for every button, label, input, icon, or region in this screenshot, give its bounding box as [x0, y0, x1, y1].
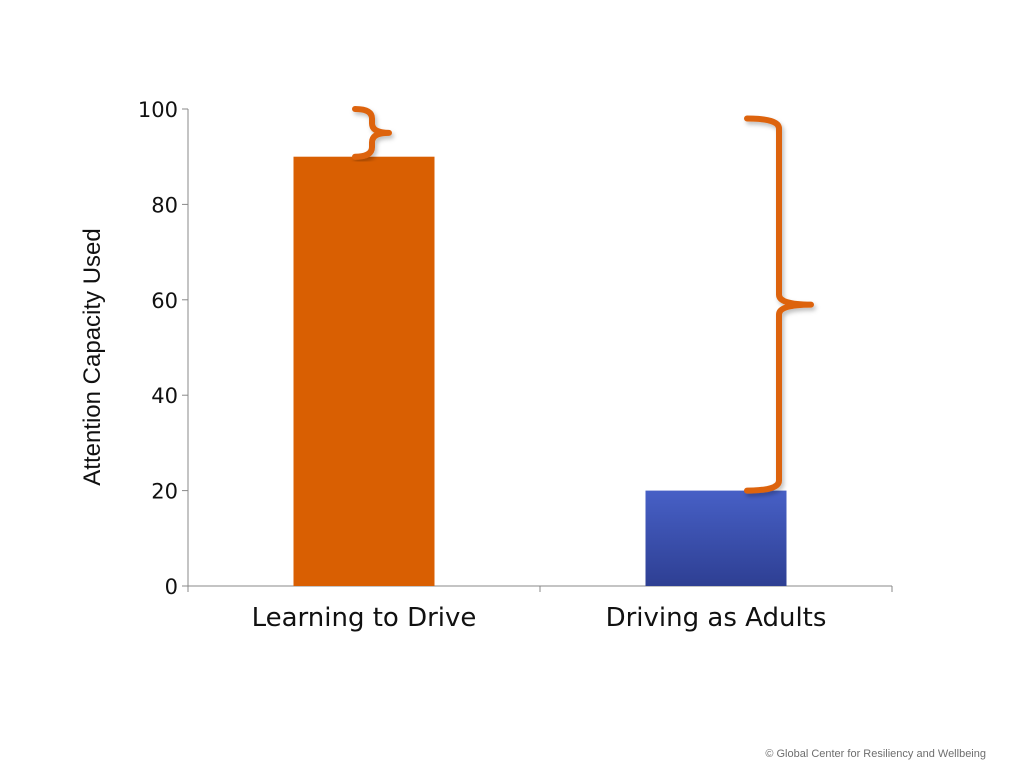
bar [645, 490, 787, 586]
brace-annotation [744, 115, 814, 494]
y-tick-label: 60 [151, 289, 178, 313]
x-tick-label: Driving as Adults [606, 603, 827, 633]
y-tick-label: 20 [151, 480, 178, 504]
brace-annotations [352, 106, 814, 494]
copyright-notice: © Global Center for Resiliency and Wellb… [765, 748, 986, 760]
y-tick-label: 100 [138, 98, 178, 122]
y-tick-label: 80 [151, 193, 178, 217]
brace-annotation [352, 106, 392, 160]
x-tick-label: Learning to Drive [252, 603, 477, 633]
y-tick-label: 0 [165, 575, 178, 599]
bar [293, 156, 435, 586]
y-axis-label: Attention Capacity Used [79, 228, 106, 485]
y-tick-label: 40 [151, 384, 178, 408]
bars [293, 156, 787, 586]
